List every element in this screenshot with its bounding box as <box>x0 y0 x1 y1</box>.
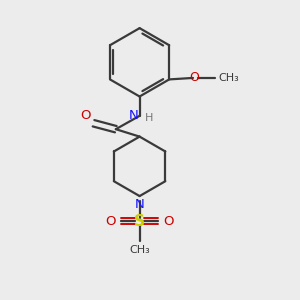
Text: O: O <box>105 215 116 228</box>
Text: N: N <box>128 109 138 122</box>
Text: CH₃: CH₃ <box>218 73 239 83</box>
Text: CH₃: CH₃ <box>129 245 150 255</box>
Text: S: S <box>134 214 145 229</box>
Text: O: O <box>81 109 91 122</box>
Text: H: H <box>145 113 153 123</box>
Text: O: O <box>190 71 200 84</box>
Text: N: N <box>135 198 145 211</box>
Text: O: O <box>164 215 174 228</box>
